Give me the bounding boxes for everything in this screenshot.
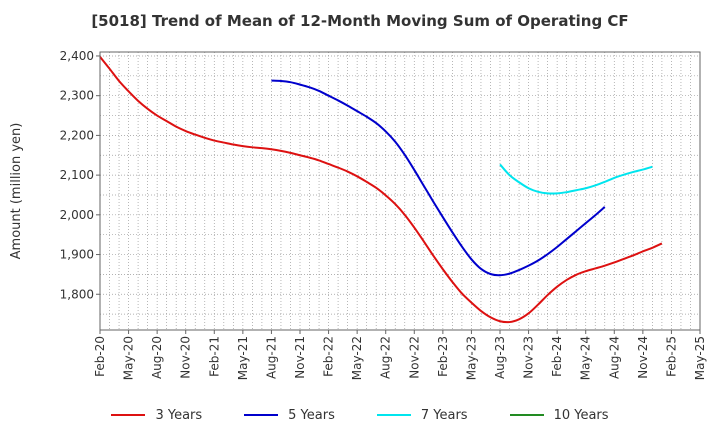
- x-tick-label: Nov-23: [522, 336, 536, 379]
- plot-border: [99, 51, 701, 331]
- x-tick-label: Feb-22: [322, 336, 336, 377]
- x-tick-label: Feb-23: [436, 336, 450, 377]
- axis-layer: 1,800 1,900 2,000 2,100 2,200 2,300 2,400 Feb-2…: [9, 49, 707, 380]
- x-tick-label: May-21: [236, 336, 250, 380]
- legend-swatch: [244, 414, 279, 416]
- chart-title: [5018] Trend of Mean of 12-Month Moving …: [91, 12, 629, 30]
- x-tick-label: Feb-25: [664, 336, 678, 377]
- y-axis-title: Amount (million yen): [9, 123, 24, 260]
- y-tick-label: 1,900: [60, 248, 94, 262]
- x-tick-label: Aug-24: [607, 336, 621, 379]
- y-tick-label: 1,800: [60, 287, 94, 301]
- legend-label: 3 Years: [155, 407, 203, 423]
- grid-layer: [99, 52, 701, 330]
- legend-item-10-years: 10 Years: [509, 407, 609, 423]
- legend-label: 5 Years: [288, 407, 335, 423]
- x-tick-label: Aug-21: [264, 336, 278, 379]
- x-tick-label: Nov-20: [179, 336, 193, 379]
- series-line-7-years: [499, 163, 653, 195]
- legend-label: 7 Years: [420, 407, 468, 423]
- y-tick-label: 2,000: [60, 208, 94, 222]
- series-layer: [99, 56, 663, 324]
- series-line-3-years: [99, 56, 663, 324]
- x-tick-label: May-20: [122, 336, 136, 380]
- legend-swatch: [376, 414, 411, 416]
- y-tick-label: 2,300: [60, 89, 94, 103]
- legend-label: 10 Years: [553, 407, 609, 423]
- legend: 3 Years 5 Years 7 Years 10 Years: [0, 404, 720, 426]
- x-tick-label: Aug-22: [379, 336, 393, 379]
- x-tick-label: May-24: [579, 336, 593, 380]
- x-tick-label: Aug-23: [493, 336, 507, 379]
- x-tick-label: Nov-22: [407, 336, 421, 379]
- legend-swatch: [111, 414, 146, 416]
- x-tick-label: Feb-20: [93, 336, 107, 377]
- x-tick-label: May-22: [350, 336, 364, 380]
- x-tick-label: Nov-24: [636, 336, 650, 379]
- series-line-5-years: [271, 79, 606, 277]
- legend-item-7-years: 7 Years: [376, 407, 468, 423]
- x-tick-label: Feb-24: [550, 336, 564, 377]
- y-tick-label: 2,200: [60, 128, 94, 142]
- x-tick-label: Nov-21: [293, 336, 307, 379]
- y-tick-label: 2,100: [60, 168, 94, 182]
- legend-item-3-years: 3 Years: [111, 408, 202, 423]
- y-tick-label: 2,400: [60, 49, 94, 63]
- legend-swatch: [509, 414, 544, 416]
- legend-item-5-years: 5 Years: [244, 408, 335, 423]
- x-tick-label: May-25: [693, 336, 707, 380]
- x-tick-label: Aug-20: [150, 336, 164, 379]
- x-tick-label: May-23: [464, 336, 478, 380]
- x-tick-label: Feb-21: [207, 336, 221, 377]
